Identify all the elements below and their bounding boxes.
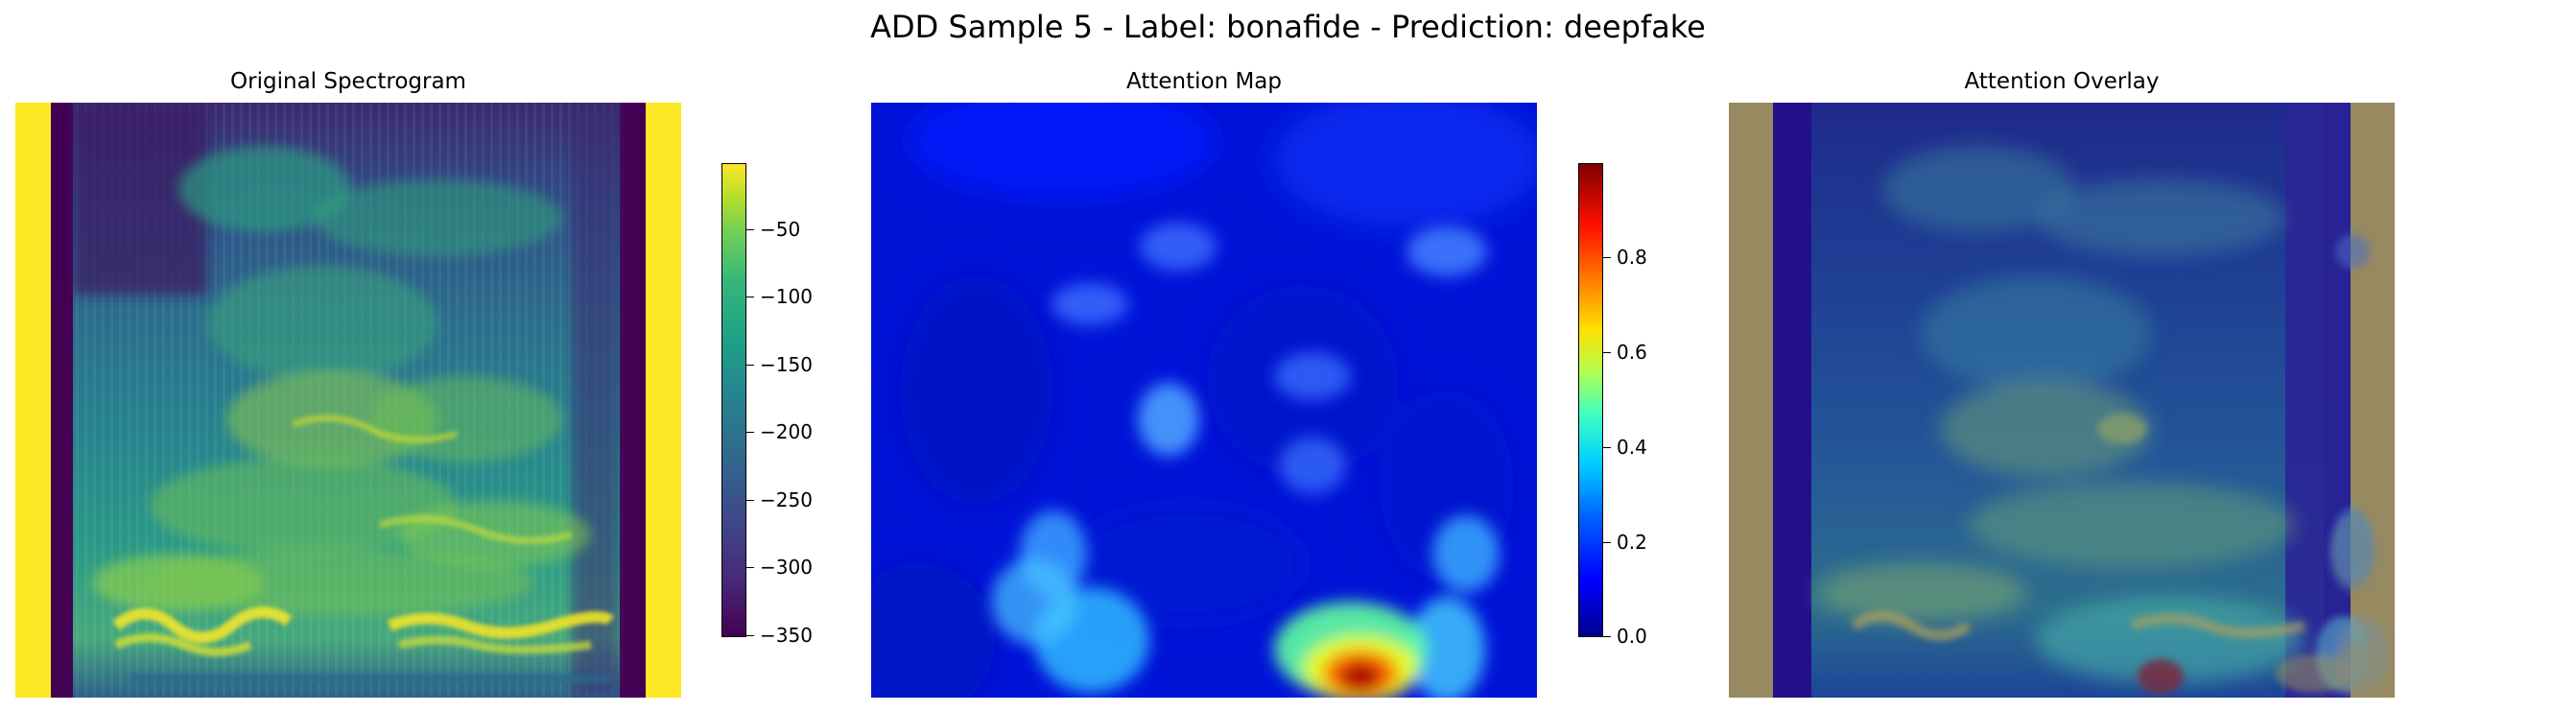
panel-title-attention-map: Attention Map bbox=[1126, 69, 1282, 94]
attention-tick-mark bbox=[1603, 257, 1611, 258]
attention-overlay-image bbox=[1729, 103, 2395, 698]
attention-tick-label: 0.4 bbox=[1617, 436, 1647, 459]
attention-tick-label: 0.2 bbox=[1617, 531, 1647, 554]
attention-tick-label: 0.8 bbox=[1617, 246, 1647, 269]
spectrogram-tick-label: −150 bbox=[760, 353, 813, 376]
attention-map-svg bbox=[871, 103, 1537, 698]
spectrogram-tick-mark bbox=[746, 635, 754, 636]
panel-title-spectrogram: Original Spectrogram bbox=[230, 69, 466, 94]
spectrogram-svg bbox=[15, 103, 681, 698]
spectrogram-tick-label: −350 bbox=[760, 624, 813, 647]
spectrogram-tick-label: −300 bbox=[760, 556, 813, 579]
attention-overlay-svg bbox=[1729, 103, 2395, 698]
attention-tick-mark bbox=[1603, 352, 1611, 353]
attention-map-image bbox=[871, 103, 1537, 698]
figure-title: ADD Sample 5 - Label: bonafide - Predict… bbox=[870, 9, 1706, 45]
spectrogram-image bbox=[15, 103, 681, 698]
spectrogram-tick-mark bbox=[746, 229, 754, 230]
spectrogram-tick-label: −250 bbox=[760, 488, 813, 511]
spectrogram-colorbar bbox=[721, 163, 746, 637]
spectrogram-tick-mark bbox=[746, 500, 754, 501]
spectrogram-tick-label: −100 bbox=[760, 285, 813, 308]
attention-tick-mark bbox=[1603, 447, 1611, 448]
attention-colorbar bbox=[1578, 163, 1603, 637]
spectrogram-tick-label: −200 bbox=[760, 420, 813, 443]
spectrogram-tick-mark bbox=[746, 567, 754, 568]
attention-tick-mark bbox=[1603, 636, 1611, 637]
spectrogram-tick-label: −50 bbox=[760, 218, 801, 241]
spectrogram-tick-mark bbox=[746, 432, 754, 433]
attention-tick-label: 0.6 bbox=[1617, 341, 1647, 364]
attention-tick-mark bbox=[1603, 542, 1611, 543]
spectrogram-tick-mark bbox=[746, 365, 754, 366]
panel-title-overlay: Attention Overlay bbox=[1964, 69, 2160, 94]
attention-tick-label: 0.0 bbox=[1617, 625, 1647, 648]
